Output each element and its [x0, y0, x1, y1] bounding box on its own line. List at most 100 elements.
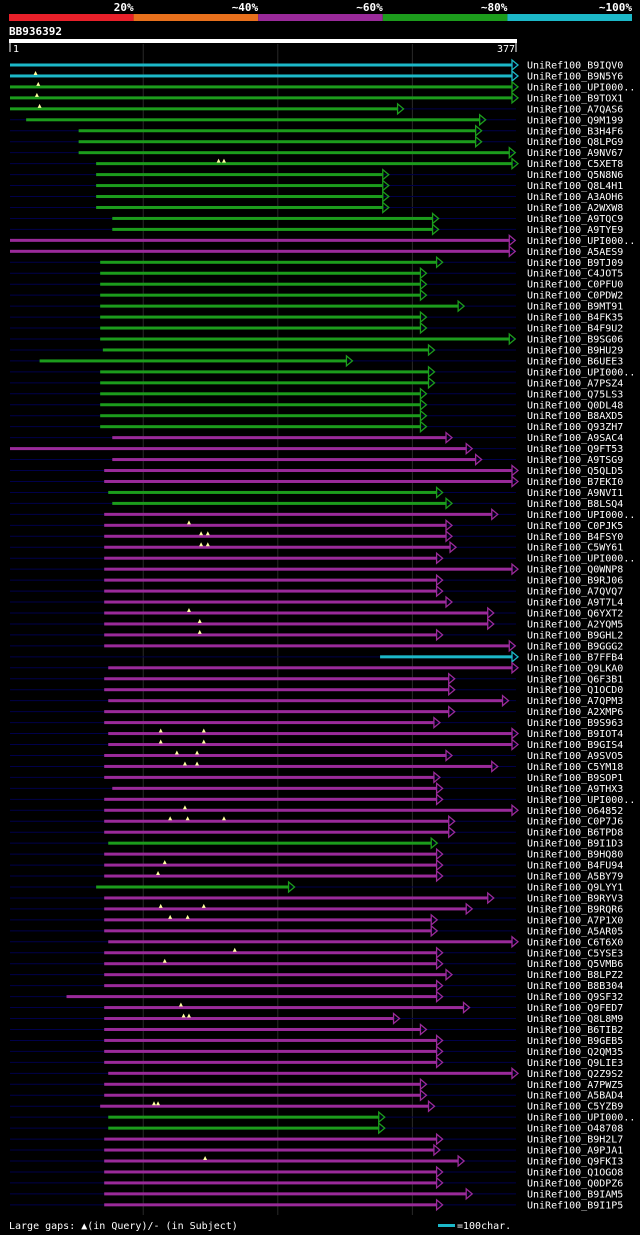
hit-bar [112, 501, 447, 505]
query-gap-marker [182, 805, 187, 810]
hit-row: UniRef100_UPI000.. [10, 233, 635, 247]
query-gap-marker [156, 1101, 161, 1106]
hit-label: UniRef100_Q9M199 [527, 115, 623, 126]
hit-bar [104, 753, 447, 757]
hit-arrow [435, 792, 444, 806]
hit-row: UniRef100_B9SG06 [10, 332, 623, 346]
hit-arrow [508, 639, 517, 653]
hit-row: UniRef100_B9IOT4 [10, 727, 623, 740]
hit-label: UniRef100_A9SAC4 [527, 433, 623, 444]
hit-arrow [435, 551, 444, 565]
query-gap-marker [199, 531, 204, 536]
hit-bar [104, 479, 513, 483]
hit-bar [104, 1170, 437, 1174]
hit-arrow [479, 113, 487, 127]
hit-arrow [511, 69, 520, 83]
hit-arrow [435, 781, 444, 795]
hit-row: UniRef100_C5XET8 [10, 157, 623, 170]
hit-row: UniRef100_A9TSG9 [10, 453, 623, 466]
hit-bar [108, 732, 512, 736]
hit-label: UniRef100_B9SG06 [527, 335, 623, 346]
hit-bar [380, 655, 512, 659]
hit-label: UniRef100_A5BAD4 [527, 1091, 623, 1102]
hit-label: UniRef100_UPI000.. [527, 510, 635, 521]
hit-label: UniRef100_B9S963 [527, 718, 623, 729]
hit-label: UniRef100_B9GEB5 [527, 1036, 623, 1047]
hit-label: UniRef100_B4FU94 [527, 861, 623, 872]
hit-label: UniRef100_B4F9U2 [527, 324, 623, 335]
hit-bar [104, 644, 510, 648]
hit-bar [26, 118, 480, 122]
hit-label: UniRef100_A9TQC9 [527, 214, 623, 225]
hit-arrow [427, 376, 436, 390]
hit-row: UniRef100_B6TIB2 [10, 1023, 623, 1036]
hit-row: UniRef100_C0PDW2 [10, 288, 623, 302]
hit-bar [108, 1126, 379, 1130]
query-gap-marker [185, 914, 190, 919]
scale-text: =100char. [457, 1221, 511, 1232]
hit-label: UniRef100_A5AR05 [527, 926, 623, 937]
hit-arrow [511, 562, 520, 576]
query-bar [9, 39, 517, 43]
hit-label: UniRef100_B9TOX1 [527, 93, 623, 104]
hit-row: UniRef100_B8LPZ2 [10, 968, 623, 981]
hit-row: UniRef100_A7QPM3 [10, 694, 623, 707]
hit-bar [104, 611, 488, 615]
hit-row: UniRef100_B9I1P5 [10, 1198, 623, 1211]
hit-arrow [457, 299, 466, 313]
hit-label: UniRef100_B9GIS4 [527, 740, 623, 751]
hit-label: UniRef100_B4FK35 [527, 313, 623, 324]
hit-bar [100, 403, 421, 407]
hit-bar [10, 96, 512, 100]
hit-label: UniRef100_Q2Z9S2 [527, 1069, 623, 1080]
legend-swatch-5 [507, 14, 632, 21]
query-gap-marker [34, 92, 39, 97]
hit-arrow [465, 1187, 474, 1201]
hit-label: UniRef100_Q9FT53 [527, 444, 623, 455]
hit-bar [104, 808, 513, 812]
hit-arrow [419, 266, 428, 280]
hit-label: UniRef100_Q9FED7 [527, 1003, 623, 1014]
hit-arrow [433, 771, 441, 784]
hit-arrow [382, 179, 390, 192]
hit-label: UniRef100_Q9SF32 [527, 992, 623, 1003]
hit-arrow [378, 1110, 386, 1124]
hit-arrow [449, 540, 458, 554]
hit-label: UniRef100_B9IQV0 [527, 61, 623, 72]
hit-label: UniRef100_B8LPZ2 [527, 970, 623, 981]
hit-label: UniRef100_A3AOH6 [527, 192, 623, 203]
hit-bar [104, 984, 437, 988]
query-gap-marker [162, 958, 167, 963]
legend-swatch-4 [382, 14, 508, 21]
hit-arrow [435, 1045, 444, 1058]
hit-label: UniRef100_A9THX3 [527, 784, 623, 795]
hit-bar [108, 666, 512, 670]
hit-row: UniRef100_A9THX3 [10, 781, 623, 795]
hit-bar [104, 1082, 421, 1086]
hit-bar [104, 1017, 394, 1021]
query-gap-marker [221, 158, 226, 163]
legend-label-4: ~80% [481, 1, 508, 14]
query-gap-marker [186, 520, 191, 525]
hit-label: UniRef100_Q8LPG9 [527, 137, 623, 148]
hit-label: UniRef100_A2WXW8 [527, 203, 623, 214]
hit-label: UniRef100_A9TYE9 [527, 225, 623, 236]
hit-arrow [508, 233, 517, 247]
hit-arrow [448, 683, 456, 697]
hit-bar [104, 1181, 437, 1185]
hit-row: UniRef100_Q9LYY1 [10, 880, 623, 894]
hit-row: UniRef100_Q9LIE3 [10, 1055, 623, 1069]
hit-row: UniRef100_C0P7J6 [10, 814, 623, 828]
hit-bar [104, 545, 451, 549]
hit-arrow [457, 1154, 466, 1168]
hit-label: UniRef100_UPI000.. [527, 236, 635, 247]
hit-label: UniRef100_A7PWZ5 [527, 1080, 623, 1091]
hit-label: UniRef100_B9MT91 [527, 302, 623, 313]
hit-arrow [491, 760, 499, 773]
hit-row: UniRef100_A9T7L4 [10, 595, 623, 609]
hit-arrow [419, 310, 428, 324]
hit-arrow [511, 58, 520, 72]
hit-bar [112, 786, 437, 790]
hit-label: UniRef100_A9T7L4 [527, 598, 623, 609]
hit-row: UniRef100_O64852 [10, 803, 623, 817]
